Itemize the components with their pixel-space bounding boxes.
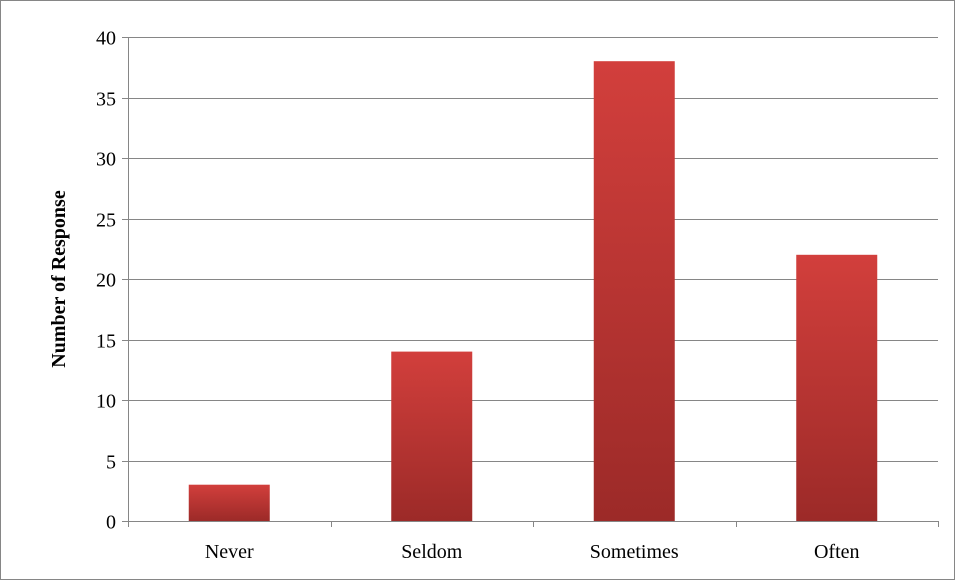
y-tick-label: 30 <box>96 149 116 171</box>
bar-often <box>796 254 878 522</box>
y-tick-label: 25 <box>96 210 116 232</box>
y-tick-label: 40 <box>96 28 116 50</box>
y-tick-label: 35 <box>96 89 116 111</box>
x-tick-label: Sometimes <box>590 541 679 563</box>
y-tick-label: 15 <box>96 331 116 353</box>
y-tick-label: 0 <box>106 512 116 534</box>
bar-seldom <box>391 351 473 521</box>
y-axis-title: Number of Response <box>48 190 70 368</box>
bars <box>188 61 878 522</box>
axes <box>122 37 939 527</box>
bar-never <box>188 484 270 521</box>
x-tick-label: Often <box>814 541 860 563</box>
x-tick-label: Never <box>205 541 254 563</box>
x-tick-label: Seldom <box>401 541 463 563</box>
gridlines <box>128 37 938 462</box>
y-tick-label: 20 <box>96 270 116 292</box>
y-tick-label: 10 <box>96 391 116 413</box>
labels: 0 5 10 15 20 25 30 35 40 Never Seldom Sometimes Ofte… <box>96 28 860 564</box>
bar-sometimes <box>593 61 675 521</box>
y-tick-label: 5 <box>106 452 116 474</box>
